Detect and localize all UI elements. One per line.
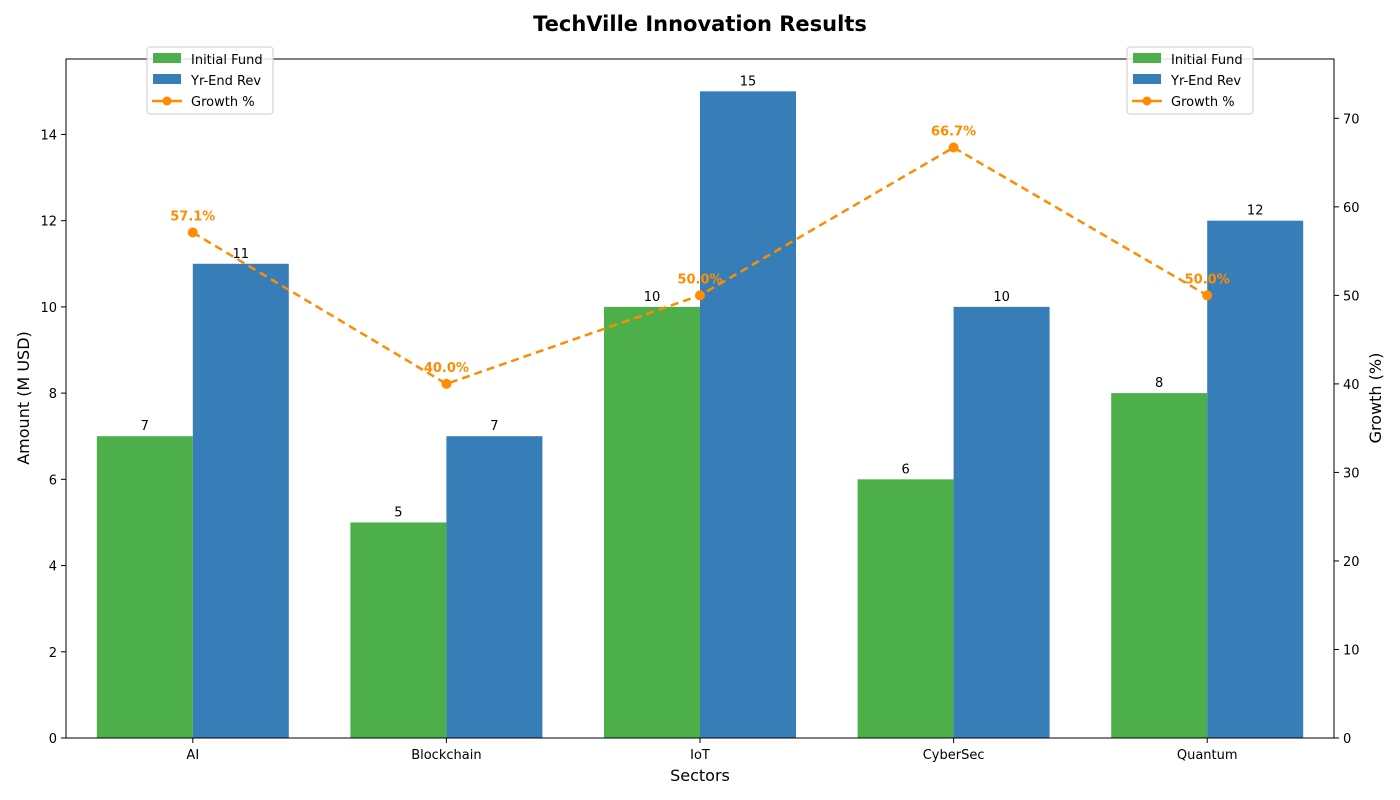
growth-point: [187, 227, 198, 238]
y2-tick-label: 60: [1343, 201, 1360, 216]
bar: [96, 436, 193, 738]
y2-tick-label: 50: [1343, 289, 1360, 304]
x-axis-label: Sectors: [670, 766, 730, 785]
legend-marker: [162, 96, 172, 106]
y-tick-label: 12: [40, 215, 57, 230]
growth-point: [695, 290, 705, 301]
bar-data-label: 5: [394, 505, 402, 520]
growth-data-label: 50.0%: [1185, 272, 1230, 287]
y-tick-label: 2: [49, 646, 57, 661]
y2-tick-label: 0: [1343, 732, 1351, 747]
bar: [604, 306, 700, 738]
legend-frame: [146, 46, 274, 115]
growth-data-label: 40.0%: [424, 361, 469, 376]
growth-data-label: 50.0%: [677, 272, 722, 287]
growth-point: [948, 142, 959, 153]
growth-data-label: 66.7%: [931, 125, 976, 140]
growth-point: [441, 378, 452, 389]
growth-point: [1202, 290, 1213, 301]
legend-label: Yr-End Rev: [1170, 74, 1241, 89]
plot-area: 7 5 10 6 8 11 7 15 10 12 57.1% 40.0% 50.0% 66.7% 50.0%: [96, 74, 1304, 739]
legend-label: Growth %: [191, 95, 255, 110]
legend-left: Initial Fund Yr-End Rev Growth %: [146, 46, 274, 115]
y2-axis-label: Growth (%): [1366, 353, 1385, 444]
chart-title: TechVille Innovation Results: [533, 12, 867, 36]
x-tick-label: AI: [186, 748, 199, 763]
legend-label: Yr-End Rev: [190, 74, 261, 89]
legend-marker: [1142, 96, 1152, 106]
bar-data-label: 10: [993, 290, 1010, 305]
x-tick-label: Blockchain: [411, 748, 481, 763]
legend-right: Initial Fund Yr-End Rev Growth %: [1126, 46, 1254, 115]
x-tick-label: Quantum: [1177, 748, 1238, 763]
bar: [1207, 220, 1304, 738]
growth-data-label: 57.1%: [170, 210, 215, 225]
y2-tick-label: 70: [1343, 112, 1360, 127]
y2-tick-label: 20: [1343, 555, 1360, 570]
bar: [1111, 393, 1208, 738]
y-tick-label: 8: [49, 387, 57, 402]
y2-tick-label: 10: [1343, 643, 1360, 658]
legend-label: Growth %: [1171, 95, 1235, 110]
bar: [350, 522, 447, 738]
x-tick-label: IoT: [690, 748, 710, 763]
bar: [953, 306, 1050, 738]
bar: [192, 263, 289, 738]
legend-swatch: [153, 74, 181, 84]
legend-swatch: [153, 53, 181, 63]
bar-data-label: 15: [740, 74, 757, 89]
legend-swatch: [1133, 74, 1161, 84]
bar-data-label: 6: [901, 462, 909, 477]
y2-tick-label: 30: [1343, 466, 1360, 481]
legend-frame: [1126, 46, 1254, 115]
x-tick-label: CyberSec: [923, 748, 985, 763]
bar: [857, 479, 954, 738]
bar-data-label: 10: [644, 290, 661, 305]
y2-tick-label: 40: [1343, 378, 1360, 393]
y-tick-label: 4: [49, 560, 57, 575]
bar-data-label: 11: [233, 247, 250, 262]
bar-data-label: 7: [141, 419, 149, 434]
legend-swatch: [1133, 53, 1161, 63]
bar-data-label: 7: [490, 419, 498, 434]
y-tick-label: 6: [49, 473, 57, 488]
y-tick-label: 0: [49, 732, 57, 747]
legend-label: Initial Fund: [1171, 53, 1243, 68]
y-tick-label: 10: [40, 301, 57, 316]
bar-data-label: 8: [1155, 376, 1163, 391]
y-tick-label: 14: [40, 128, 57, 143]
bar: [700, 91, 796, 739]
axes: 0 2 4 6 8 10 12 14 0 10 20 30 40 50 60 70 AI Blockchain Io…: [40, 112, 1359, 763]
bar: [446, 436, 543, 738]
legend-label: Initial Fund: [191, 53, 263, 68]
bar-data-label: 12: [1247, 204, 1264, 219]
y-axis-label: Amount (M USD): [14, 331, 33, 465]
